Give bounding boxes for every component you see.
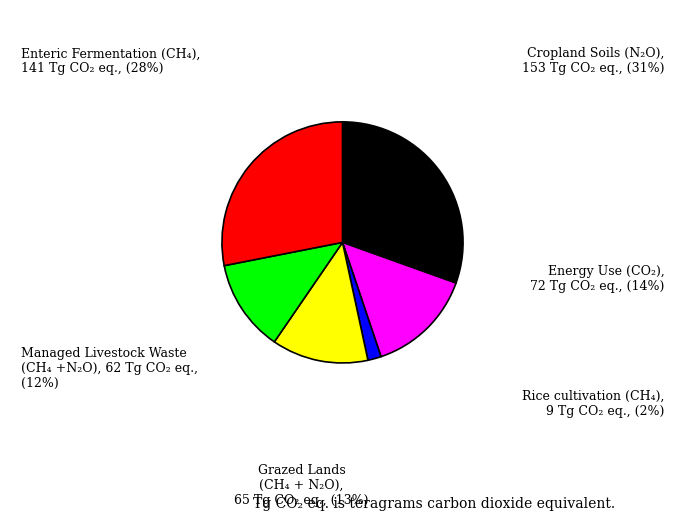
Text: Managed Livestock Waste
(CH₄ +N₂O), 62 Tg CO₂ eq.,
(12%): Managed Livestock Waste (CH₄ +N₂O), 62 T… [21,347,197,391]
Wedge shape [342,242,456,357]
Wedge shape [342,242,381,360]
Text: Grazed Lands
(CH₄ + N₂O),
65 Tg CO₂ eq., (13%): Grazed Lands (CH₄ + N₂O), 65 Tg CO₂ eq.,… [234,464,369,507]
Wedge shape [342,122,463,283]
Wedge shape [275,242,368,363]
Text: Enteric Fermentation (CH₄),
141 Tg CO₂ eq., (28%): Enteric Fermentation (CH₄), 141 Tg CO₂ e… [21,47,200,75]
Text: Rice cultivation (CH₄),
9 Tg CO₂ eq., (2%): Rice cultivation (CH₄), 9 Tg CO₂ eq., (2… [522,390,664,418]
Text: Tg CO₂ eq. is teragrams carbon dioxide equivalent.: Tg CO₂ eq. is teragrams carbon dioxide e… [253,497,616,511]
Text: Energy Use (CO₂),
72 Tg CO₂ eq., (14%): Energy Use (CO₂), 72 Tg CO₂ eq., (14%) [530,265,664,294]
Wedge shape [224,242,342,342]
Wedge shape [222,122,342,266]
Text: Cropland Soils (N₂O),
153 Tg CO₂ eq., (31%): Cropland Soils (N₂O), 153 Tg CO₂ eq., (3… [522,47,664,75]
